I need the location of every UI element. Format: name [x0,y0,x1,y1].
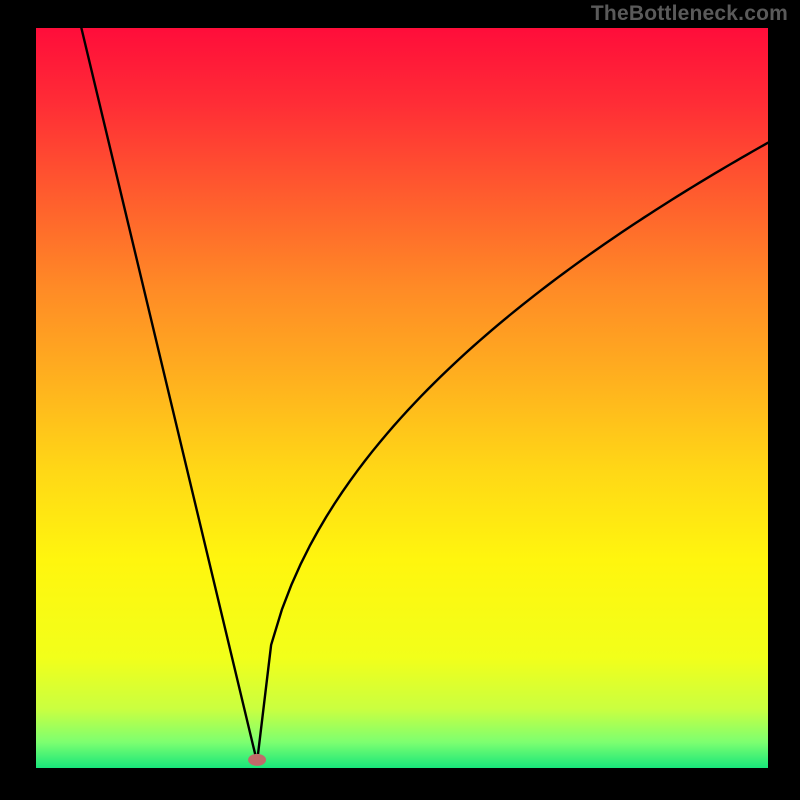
chart-root: TheBottleneck.com [0,0,800,800]
minimum-marker [248,754,266,766]
plot-background [36,28,768,768]
bottleneck-curve-chart [0,0,800,800]
watermark-label: TheBottleneck.com [591,2,788,26]
